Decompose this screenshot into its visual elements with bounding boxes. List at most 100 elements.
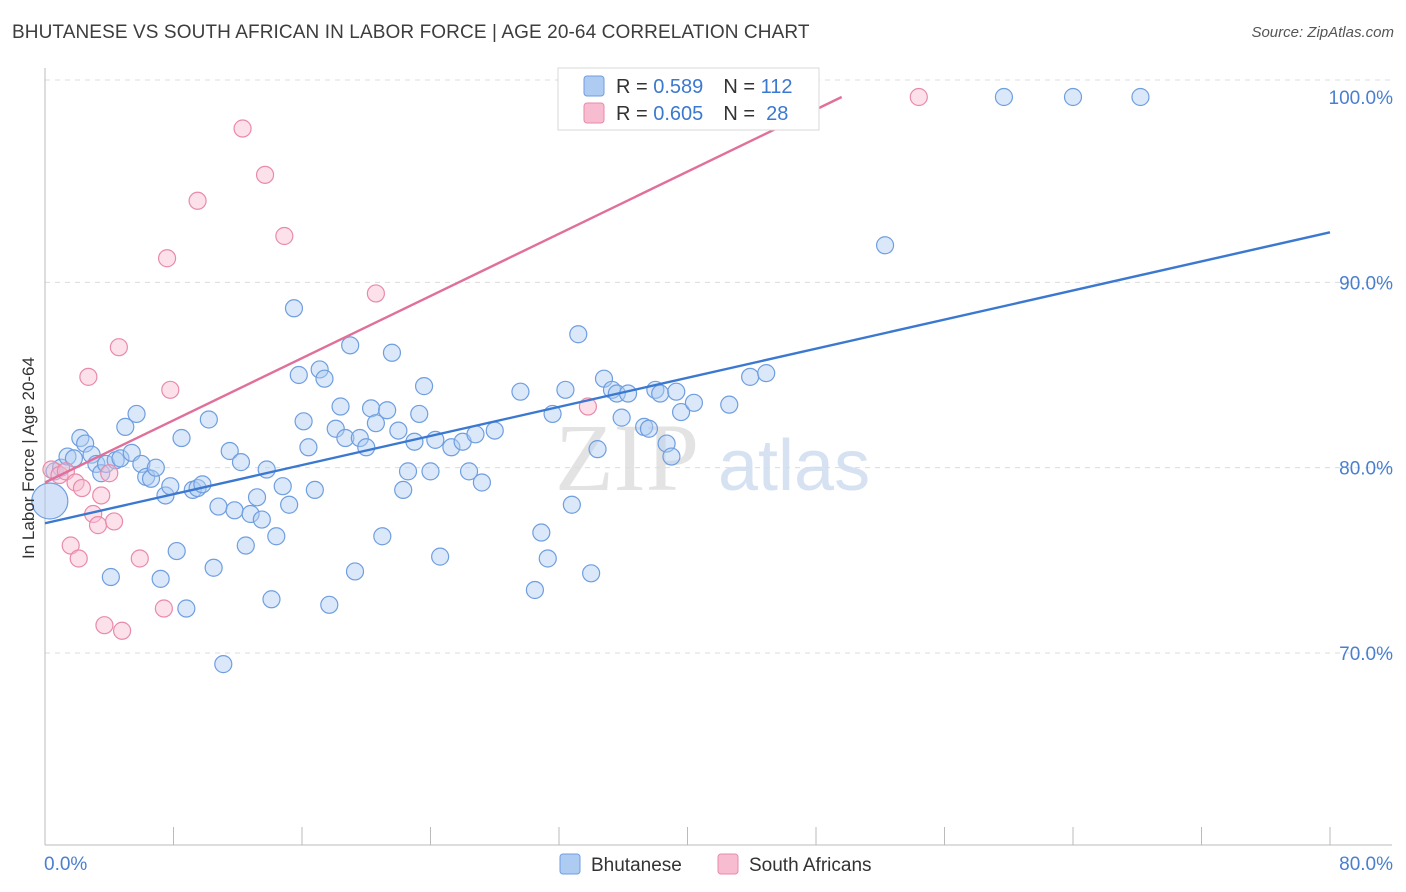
stats-legend: R = 0.589 N = 112 R = 0.605 N = 28 [557,67,820,131]
bhutanese-point [310,360,329,379]
south-african-point [112,621,132,640]
south-african-point [72,478,92,498]
bhutanese-point [345,562,365,581]
axes [44,68,1392,846]
bhutanese-point [442,438,461,457]
bhutanese-point [341,336,360,355]
bhutanese-point [667,382,686,401]
bhutanese-point [193,475,212,494]
bhutanese-point [525,580,545,600]
legend-swatch-bhutanese [583,75,605,97]
bhutanese-point [472,473,491,492]
bhutanese-point [220,441,239,461]
trend-lines [44,95,1331,525]
bhutanese-point [382,343,402,362]
bhutanese-point [421,462,440,481]
south-african-point [188,191,207,210]
legend-row-south-africans: R = 0.605 N = 28 [616,103,788,125]
bottom-legend-swatch-south-africans [717,853,739,875]
legend-n-label: N = [723,103,760,125]
bhutanese-point [326,419,345,438]
y-tick-label: 80.0% [1339,459,1393,480]
bhutanese-point [757,364,776,383]
y-tick-label: 100.0% [1329,88,1394,109]
legend-n-label: N = [723,76,760,98]
bhutanese-point [305,480,324,500]
bhutanese-point [414,377,434,396]
bhutanese-point [639,419,659,438]
bhutanese-point [204,558,223,577]
bhutanese-point [459,462,479,481]
chart-title: BHUTANESE VS SOUTH AFRICAN IN LABOR FORC… [12,22,810,43]
bhutanese-point [214,655,233,674]
bhutanese-point [267,527,286,546]
bhutanese-point [398,462,418,481]
legend-r-value: 0.605 [653,103,703,125]
bhutanese-point [172,428,191,448]
south-african-point [275,226,294,246]
source-label: Source: ZipAtlas.com [1251,24,1394,41]
legend-r-label: R = [616,103,653,125]
legend-n-value: 112 [761,76,793,98]
bhutanese-point [247,488,267,507]
bhutanese-point [556,380,575,399]
bhutanese-point [294,412,313,431]
legend-row-bhutanese: R = 0.589 N = 112 [616,76,792,98]
bhutanese-point [289,365,308,385]
south-african-point [69,549,88,568]
south-african-point [92,486,111,505]
bhutanese-point [146,458,165,477]
bhutanese-point [299,438,318,457]
bhutanese-point [994,87,1014,107]
legend-r-label: R = [616,76,653,98]
bhutanese-point [177,599,196,618]
bhutanese-point [662,447,681,466]
bhutanese-point [151,569,170,588]
bhutanese-point [331,397,350,416]
south-african-point [79,367,98,386]
bottom-legend-bhutanese: Bhutanese [591,855,682,876]
south-african-point [88,516,108,535]
bhutanese-point [588,440,607,459]
bhutanese-point [167,541,186,561]
south-african-point [157,249,177,268]
bhutanese-point [236,536,255,555]
y-axis-label: In Labor Force | Age 20-64 [19,357,38,559]
south-african-point [130,549,149,568]
bhutanese-trend-line [44,231,1331,525]
bhutanese-point [612,408,631,427]
bhutanese-point [31,482,69,520]
bhutanese-point [76,434,95,453]
bhutanese-point [241,504,260,524]
bhutanese-point [720,395,739,414]
bottom-legend-south-africans: South Africans [749,855,872,876]
bhutanese-point [280,495,299,514]
bhutanese-point [373,527,392,546]
bhutanese-point [875,236,895,255]
bhutanese-point [394,480,413,500]
bhutanese-point [141,469,161,488]
bhutanese-point [582,564,601,583]
legend-swatch-south-africans [583,102,605,124]
south-african-point [161,380,180,399]
south-african-point [366,284,385,303]
bhutanese-point [569,325,588,344]
x-tick-label: 0.0% [44,854,87,875]
south-african-point [95,616,114,635]
grid-lines [45,79,1392,654]
bhutanese-point [511,382,530,401]
bhutanese-point [58,447,77,466]
bhutanese-point [273,477,292,496]
bhutanese-point [741,367,760,386]
bhutanese-point [684,393,704,412]
bhutanese-point [262,590,281,609]
south-african-point [909,87,928,107]
bhutanese-point [284,299,304,318]
legend-r-value: 0.589 [653,76,703,98]
bhutanese-point [111,449,130,468]
bhutanese-point [357,438,376,457]
bhutanese-point [350,428,369,448]
bhutanese-point [651,384,670,403]
bhutanese-point [231,453,251,472]
